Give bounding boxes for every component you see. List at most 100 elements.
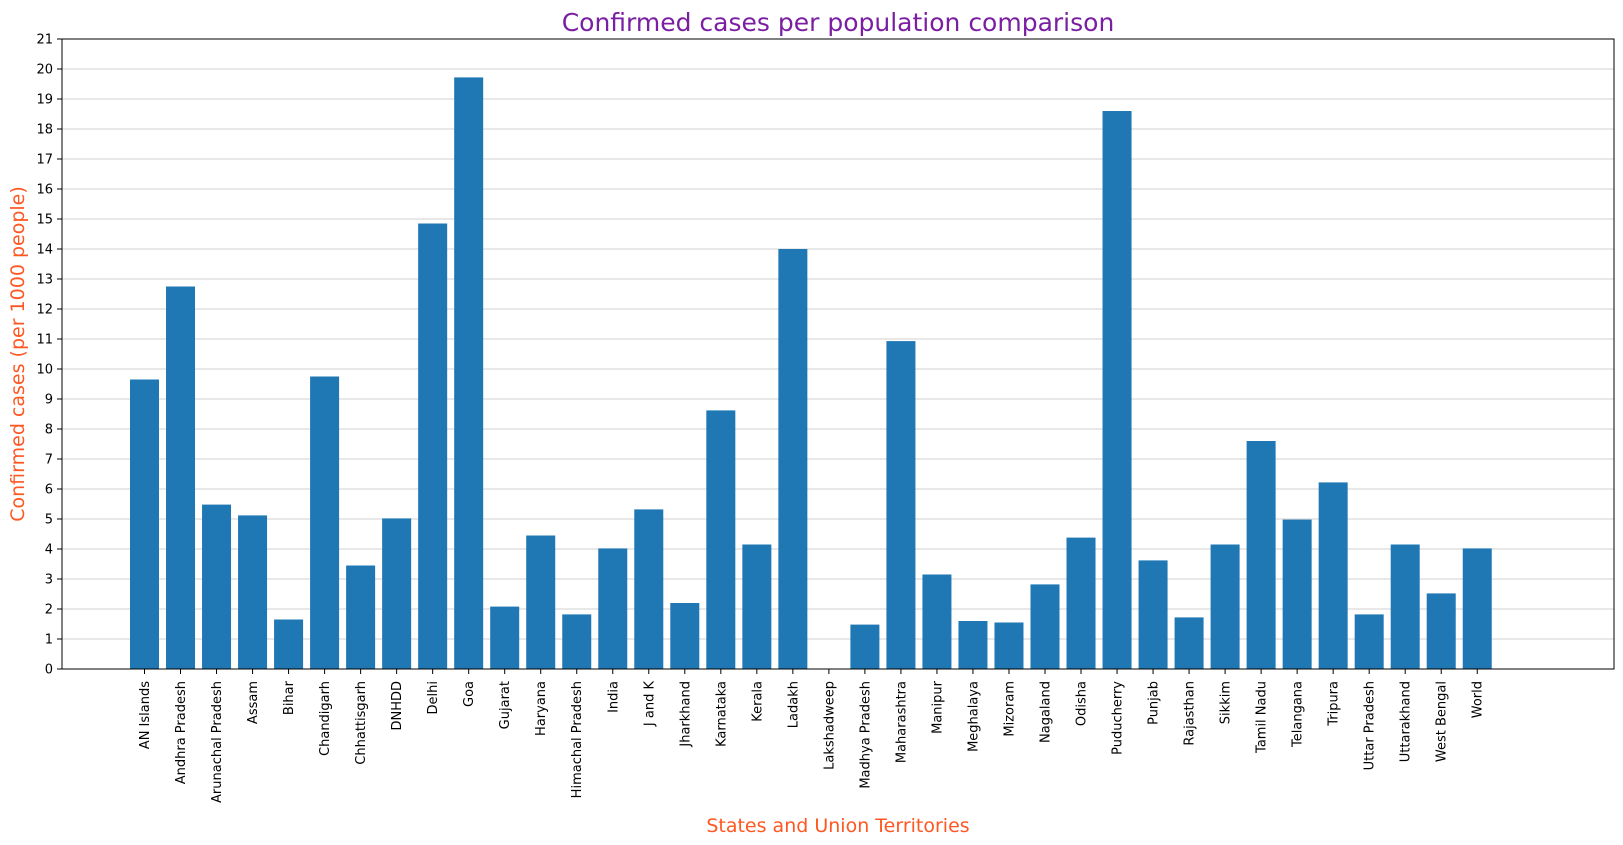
bar-chhattisgarh xyxy=(346,565,376,669)
plot-frame xyxy=(61,38,1615,670)
bar-world xyxy=(1462,548,1492,669)
x-tick-label: Manipur xyxy=(930,680,945,734)
y-tick-label: 12 xyxy=(36,303,53,318)
x-tick-label: West Bengal xyxy=(1435,681,1450,762)
x-tick-label: Ladakh xyxy=(786,681,801,728)
x-tick-label: World xyxy=(1471,681,1486,718)
x-tick-label: Delhi xyxy=(426,681,441,714)
x-tick-label: J and K xyxy=(642,681,657,728)
y-tick-label: 15 xyxy=(36,213,53,228)
grid-lines xyxy=(62,38,1614,670)
x-tick-label: Maharashtra xyxy=(894,681,909,763)
bar-madhya-pradesh xyxy=(850,624,880,669)
bar-puducherry xyxy=(1102,111,1132,669)
y-axis-title: Confirmed cases (per 1000 people) xyxy=(7,186,29,522)
bar-karnataka xyxy=(706,410,736,669)
bar-kerala xyxy=(742,544,772,669)
chart-title: Confirmed cases per population compariso… xyxy=(562,8,1115,37)
y-tick-label: 3 xyxy=(45,573,53,588)
bar-india xyxy=(598,548,628,669)
y-tick-label: 9 xyxy=(45,393,53,408)
x-tick-label: Tripura xyxy=(1327,681,1342,727)
y-tick-label: 13 xyxy=(36,273,53,288)
bar-goa xyxy=(454,77,484,669)
bar-uttar-pradesh xyxy=(1354,614,1384,669)
bar-tripura xyxy=(1318,482,1348,669)
bar-andhra-pradesh xyxy=(166,286,196,669)
x-tick-label: Uttar Pradesh xyxy=(1363,681,1378,770)
bar-haryana xyxy=(526,535,556,669)
x-tick-label: Haryana xyxy=(534,681,549,736)
bar-nagaland xyxy=(1030,584,1060,669)
bar-punjab xyxy=(1138,560,1168,669)
bar-ladakh xyxy=(778,249,808,669)
bar-west-bengal xyxy=(1426,593,1456,669)
bar-odisha xyxy=(1066,537,1096,669)
x-tick-label: India xyxy=(606,681,621,713)
x-axis-title: States and Union Territories xyxy=(706,815,969,837)
bar-arunachal-pradesh xyxy=(202,504,232,669)
x-tick-label: Madhya Pradesh xyxy=(858,681,873,789)
bar-delhi xyxy=(418,223,448,669)
bar-meghalaya xyxy=(958,621,988,669)
x-tick-label: Uttarakhand xyxy=(1399,681,1414,762)
bar-jharkhand xyxy=(670,603,700,669)
y-tick-label: 19 xyxy=(36,93,53,108)
x-tick-label: Bihar xyxy=(282,680,297,715)
x-tick-label: Karnataka xyxy=(714,681,729,747)
bar-himachal-pradesh xyxy=(562,614,592,669)
bar-bihar xyxy=(274,619,304,669)
y-tick-label: 16 xyxy=(36,183,53,198)
bar-maharashtra xyxy=(886,341,916,669)
x-tick-label: Mizoram xyxy=(1002,681,1017,737)
bar-uttarakhand xyxy=(1390,544,1420,669)
x-tick-label: Himachal Pradesh xyxy=(570,681,585,798)
bar-telangana xyxy=(1282,519,1312,669)
x-tick-label: DNHDD xyxy=(390,681,405,731)
y-tick-label: 20 xyxy=(36,63,53,78)
y-tick-label: 4 xyxy=(45,543,53,558)
x-tick-label: Chhattisgarh xyxy=(354,681,369,765)
y-tick-label: 6 xyxy=(45,483,53,498)
bar-chandigarh xyxy=(310,376,340,669)
x-tick-label: Arunachal Pradesh xyxy=(210,681,225,803)
y-tick-label: 1 xyxy=(45,633,53,648)
x-tick-label: Puducherry xyxy=(1111,681,1126,755)
y-tick-label: 5 xyxy=(45,513,53,528)
bar-an-islands xyxy=(130,379,159,669)
x-tick-label: Assam xyxy=(246,681,261,724)
x-tick-label: Odisha xyxy=(1075,681,1090,726)
y-tick-label: 18 xyxy=(36,123,53,138)
y-tick-label: 8 xyxy=(45,423,53,438)
bar-j-and-k xyxy=(634,509,664,669)
x-tick-label: Telangana xyxy=(1291,681,1306,748)
bar-mizoram xyxy=(994,622,1024,669)
y-tick-label: 7 xyxy=(45,453,53,468)
y-tick-label: 17 xyxy=(36,153,53,168)
y-tick-label: 0 xyxy=(45,663,53,678)
y-tick-label: 10 xyxy=(36,363,53,378)
x-tick-label: Tamil Nadu xyxy=(1255,681,1270,754)
x-tick-label: Rajasthan xyxy=(1183,681,1198,746)
bar-assam xyxy=(238,515,268,669)
bar-sikkim xyxy=(1210,544,1240,669)
x-tick-label: Meghalaya xyxy=(966,681,981,752)
bar-gujarat xyxy=(490,606,520,669)
x-tick-label: Jharkhand xyxy=(678,681,693,748)
x-tick-label: Andhra Pradesh xyxy=(174,681,189,784)
x-tick-label: Kerala xyxy=(750,681,765,722)
bar-rajasthan xyxy=(1174,617,1204,669)
x-tick-label: Chandigarh xyxy=(318,681,333,756)
bar-manipur xyxy=(922,574,952,669)
x-tick-label: Punjab xyxy=(1147,681,1162,725)
x-tick-label: Nagaland xyxy=(1039,681,1054,743)
y-tick-label: 14 xyxy=(36,243,53,258)
bar-tamil-nadu xyxy=(1246,441,1276,669)
y-tick-label: 2 xyxy=(45,603,53,618)
y-tick-label: 21 xyxy=(36,33,53,48)
x-tick-label: Gujarat xyxy=(498,681,513,729)
x-tick-label: Goa xyxy=(462,681,477,707)
